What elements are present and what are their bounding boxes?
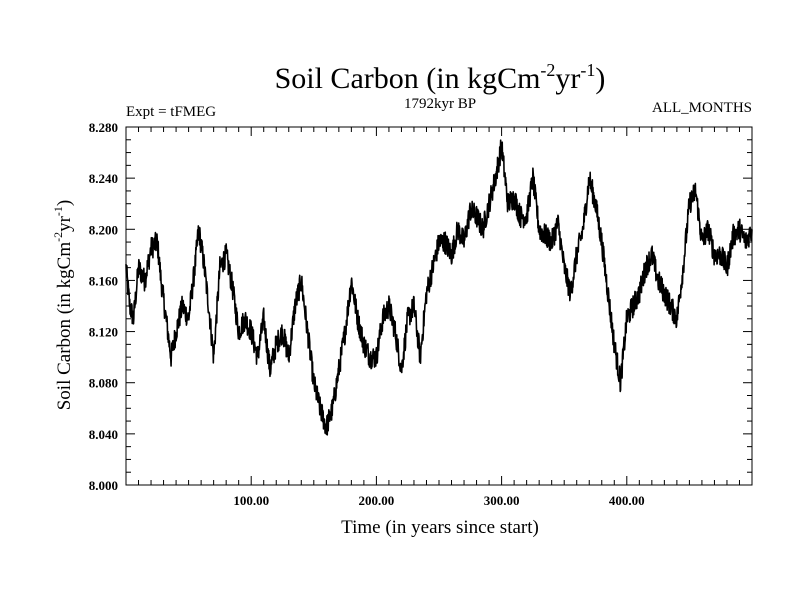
months-label: ALL_MONTHS: [652, 100, 752, 116]
plot-frame: [125, 126, 753, 486]
y-tick-label: 8.120: [89, 325, 118, 340]
y-tick-label: 8.040: [89, 427, 118, 442]
y-tick-label: 8.000: [89, 478, 118, 493]
x-tick-label: 400.00: [609, 493, 645, 508]
x-tick-label: 300.00: [484, 493, 520, 508]
y-tick-label: 8.280: [89, 120, 118, 135]
y-tick-label: 8.200: [89, 222, 118, 237]
y-tick-label: 8.080: [89, 376, 118, 391]
series-layer: [125, 139, 753, 436]
x-axis-label: Time (in years since start): [341, 517, 539, 538]
axis-ticks: 100.00 200.00 300.00 400.00 8.000 8.040 8.080 8…: [89, 120, 752, 508]
series-line-soil-carbon: [125, 139, 753, 436]
chart-title: Soil Carbon (in kgCm-2yr-1): [275, 60, 606, 95]
x-tick-label: 100.00: [233, 493, 269, 508]
x-tick-label: 200.00: [359, 493, 395, 508]
y-tick-label: 8.240: [89, 171, 118, 186]
y-tick-label: 8.160: [89, 273, 118, 288]
y-axis-label: Soil Carbon (in kgCm-2yr-1): [51, 200, 75, 411]
experiment-label: Expt = tFMEG: [126, 104, 216, 120]
period-label: 1792kyr BP: [404, 96, 476, 112]
